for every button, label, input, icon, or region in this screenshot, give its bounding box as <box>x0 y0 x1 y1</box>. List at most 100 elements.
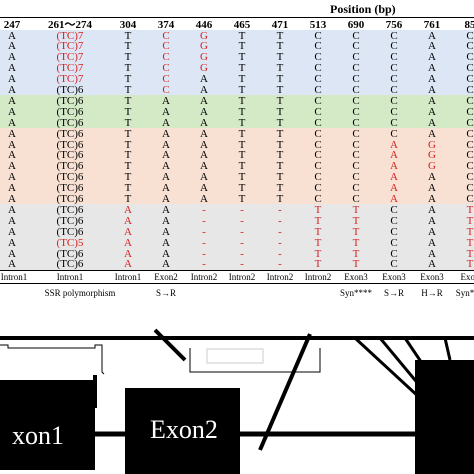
table-cell: (TC)6 <box>56 127 84 140</box>
table-cell: C <box>466 84 474 96</box>
table-cell: C <box>390 203 398 216</box>
table-cell: G <box>200 29 208 42</box>
table-cell: A <box>162 214 170 227</box>
table-cell: - <box>202 203 206 216</box>
table-cell: C <box>314 94 322 107</box>
table-cell: A <box>162 149 170 162</box>
table-cell: (TC)6 <box>56 203 84 216</box>
table-cell: T <box>276 138 284 151</box>
column-header: 690 <box>347 18 365 31</box>
table-cell: C <box>390 127 398 140</box>
table-cell: C <box>390 73 398 86</box>
table-cell: (TC)6 <box>56 225 84 238</box>
table-cell: T <box>466 203 474 216</box>
table-cell: C <box>390 116 398 129</box>
table-cell: C <box>352 171 360 184</box>
table-cell: C <box>352 51 360 64</box>
table-cell: C <box>314 105 322 118</box>
table-cell: A <box>390 160 398 173</box>
table-cell: A <box>8 51 16 64</box>
column-header: 513 <box>309 18 327 31</box>
region-label: Exon3 <box>344 271 368 282</box>
table-cell: (TC)6 <box>56 182 84 195</box>
table-cell: T <box>276 149 284 162</box>
brace-ssr <box>0 344 105 375</box>
table-cell: T <box>276 171 284 184</box>
table-cell: A <box>162 138 170 151</box>
table-cell: - <box>278 258 282 271</box>
table-cell: T <box>276 116 284 129</box>
table-cell: T <box>276 105 284 118</box>
table-cell: T <box>124 138 132 151</box>
region-label: Intron1 <box>0 271 28 282</box>
table-cell: A <box>162 225 170 238</box>
table-cell: A <box>428 29 436 42</box>
table-cell: (TC)6 <box>56 138 84 151</box>
table-cell: C <box>352 73 360 86</box>
table-cell: C <box>314 116 322 129</box>
table-cell: A <box>200 84 208 96</box>
table-cell: (TC)5 <box>56 236 84 249</box>
table-cell: A <box>8 258 16 271</box>
table-cell: C <box>390 62 398 75</box>
table-cell: T <box>124 84 132 96</box>
exon2-change-label: S→R <box>155 287 177 298</box>
table-cell: T <box>276 51 284 64</box>
table-cell: T <box>238 116 246 129</box>
table-cell: T <box>238 94 246 107</box>
table-cell: T <box>124 40 132 53</box>
table-cell: C <box>352 160 360 173</box>
table-cell: C <box>162 73 170 86</box>
region-label: Intron1 <box>114 271 142 282</box>
table-cell: T <box>276 182 284 195</box>
table-cell: C <box>314 62 322 75</box>
table-cell: T <box>276 73 284 86</box>
table-cell: A <box>428 51 436 64</box>
region-label: Exon2 <box>154 271 178 282</box>
table-cell: C <box>314 182 322 195</box>
table-cell: A <box>428 182 436 195</box>
table-cell: C <box>466 62 474 75</box>
table-cell: T <box>238 40 246 53</box>
table-cell: C <box>466 73 474 86</box>
row-band-green <box>0 95 474 129</box>
table-cell: C <box>390 258 398 271</box>
table-cell: C <box>466 105 474 118</box>
table-cell: (TC)6 <box>56 160 84 173</box>
table-cell: A <box>200 193 208 205</box>
table-cell: T <box>314 236 322 249</box>
table-cell: T <box>238 171 246 184</box>
position-title: Position (bp) <box>330 2 396 16</box>
table-cell: T <box>352 203 360 216</box>
table-cell: T <box>276 40 284 53</box>
table-cell: A <box>428 40 436 53</box>
region-label: Intron2 <box>304 271 332 282</box>
table-cell: C <box>466 40 474 53</box>
table-cell: T <box>352 247 360 260</box>
table-cell: T <box>238 182 246 195</box>
table-cell: - <box>278 225 282 238</box>
connector-intron2 <box>258 333 312 451</box>
table-cell: (TC)6 <box>56 149 84 162</box>
table-cell: C <box>352 182 360 195</box>
table-cell: C <box>390 51 398 64</box>
table-cell: G <box>200 51 208 64</box>
table-cell: C <box>352 127 360 140</box>
column-header: 374 <box>157 18 175 31</box>
table-cell: - <box>278 214 282 227</box>
table-cell: T <box>314 214 322 227</box>
table-cell: C <box>352 84 360 96</box>
table-cell: C <box>314 40 322 53</box>
table-cell: A <box>8 160 16 173</box>
table-cell: C <box>466 51 474 64</box>
connector-exon2 <box>153 328 187 362</box>
column-header: 247 <box>3 18 21 31</box>
table-cell: - <box>240 214 244 227</box>
exon3-box <box>415 360 474 474</box>
connector-exon3-d <box>443 337 452 361</box>
table-cell: A <box>428 62 436 75</box>
table-cell: (TC)6 <box>56 193 84 205</box>
table-cell: A <box>428 247 436 260</box>
column-header: 304 <box>119 18 137 31</box>
table-cell: (TC)6 <box>56 171 84 184</box>
